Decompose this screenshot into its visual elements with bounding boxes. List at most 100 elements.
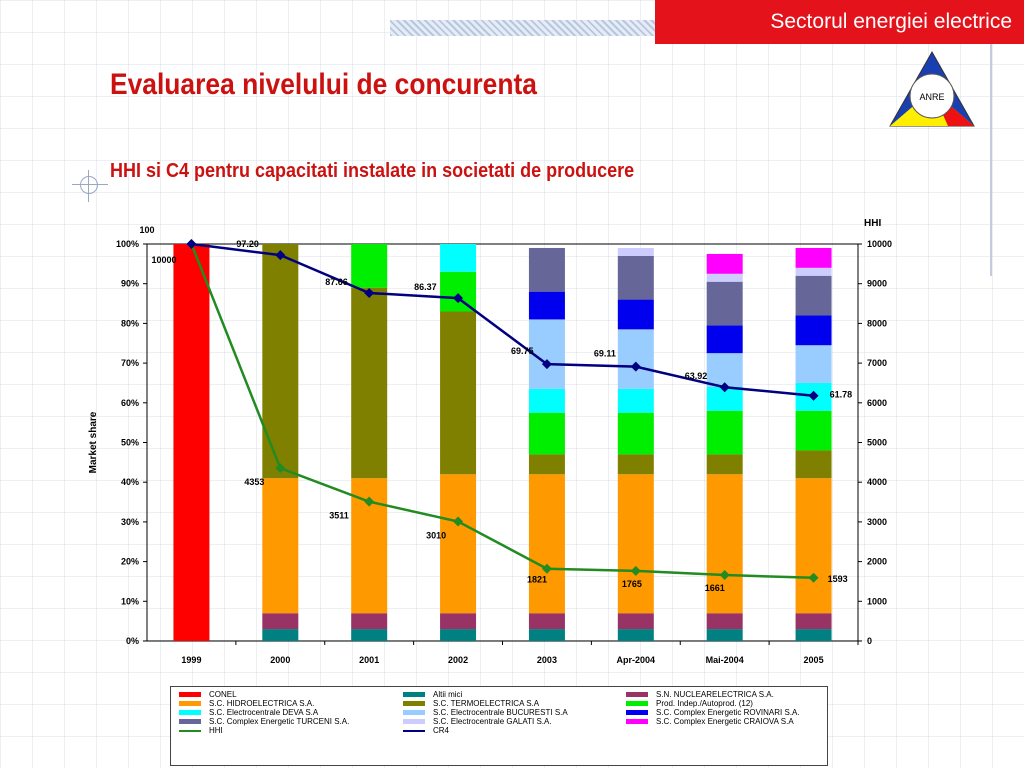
marker-hhi xyxy=(630,565,641,576)
bar-segment xyxy=(706,410,743,455)
y-tick-label: 40% xyxy=(121,477,139,487)
y-tick-label: 90% xyxy=(121,279,139,289)
plot-area xyxy=(146,243,859,642)
legend-entry: S.C. Electrocentrale GALATI S.A. xyxy=(433,717,552,726)
legend-swatch xyxy=(179,692,201,697)
y-tick-label: 70% xyxy=(121,358,139,368)
x-tick-label: 2005 xyxy=(804,655,824,665)
legend-swatch xyxy=(403,730,425,732)
marker-cr4 xyxy=(364,287,375,298)
bar-segment xyxy=(262,244,299,479)
line-cr4 xyxy=(191,242,814,397)
legend-swatch xyxy=(179,719,201,724)
page-title: Evaluarea nivelului de concurenta xyxy=(110,68,537,101)
legend-entry: Prod. Indep./Autoprod. (12) xyxy=(656,699,753,708)
bar-segment xyxy=(528,629,565,641)
marker-hhi xyxy=(719,570,730,581)
y2-tick-label: 3000 xyxy=(867,517,887,527)
bar-segment xyxy=(795,247,832,268)
legend-swatch xyxy=(179,730,201,732)
bar-segment xyxy=(706,613,743,630)
marker-cr4 xyxy=(186,239,197,249)
data-label-cr4: 86.37 xyxy=(414,282,437,292)
bar-segment xyxy=(617,474,654,614)
y-tick-label: 10% xyxy=(121,596,139,606)
y2-tick-label: 6000 xyxy=(867,398,887,408)
bar-segment xyxy=(706,629,743,641)
y-tick-label: 60% xyxy=(121,398,139,408)
decorative-divider xyxy=(990,44,992,276)
legend-entry: S.C. Complex Energetic ROVINARI S.A. xyxy=(656,708,800,717)
bar-segment xyxy=(706,474,743,614)
legend-entry: S.C. Complex Energetic TURCENI S.A. xyxy=(209,717,350,726)
data-label-hhi: 3010 xyxy=(426,531,446,541)
legend-swatch xyxy=(626,701,648,706)
bar-segment xyxy=(262,478,299,614)
data-label-hhi: 1765 xyxy=(622,579,642,589)
bar-segment xyxy=(617,329,654,389)
bar-segment xyxy=(528,412,565,455)
anre-logo: ANRE xyxy=(889,50,975,127)
legend-entry: S.C. HIDROELECTRICA S.A. xyxy=(209,699,315,708)
marker-cr4 xyxy=(275,250,286,261)
bar-segment xyxy=(795,315,832,346)
x-tick-label: 2000 xyxy=(270,655,290,665)
y2-tick-label: 2000 xyxy=(867,557,887,567)
bar-segment xyxy=(440,311,477,475)
bar-segment xyxy=(262,629,299,641)
legend-swatch xyxy=(626,719,648,724)
legend-entry: CR4 xyxy=(433,726,450,735)
bar-segment xyxy=(617,299,654,330)
x-tick-label: 2002 xyxy=(448,655,468,665)
data-label-cr4: 69.75 xyxy=(511,346,534,356)
bar-segment xyxy=(617,412,654,455)
y-tick-label: 50% xyxy=(121,438,139,448)
legend-swatch xyxy=(403,692,425,697)
marker-cr4 xyxy=(630,361,641,372)
bar-segment xyxy=(795,478,832,614)
legend-swatch xyxy=(403,710,425,715)
data-label-cr4: 69.11 xyxy=(594,349,616,359)
x-tick-label: 2003 xyxy=(537,655,557,665)
x-tick-label: 2001 xyxy=(359,655,379,665)
decorative-crosshair xyxy=(80,176,98,194)
data-label-hhi: 1661 xyxy=(705,583,725,593)
legend-swatch xyxy=(179,710,201,715)
x-tick-label: Mai-2004 xyxy=(706,655,744,665)
logo-text: ANRE xyxy=(919,92,944,102)
bar-segment xyxy=(528,388,565,413)
y2-tick-label: 0 xyxy=(867,636,872,646)
bar-segment xyxy=(617,613,654,630)
legend-entry: Altii mici xyxy=(433,690,463,699)
bar-segment xyxy=(617,388,654,413)
y-tick-label: 100% xyxy=(116,239,139,249)
x-tick-label: 1999 xyxy=(181,655,201,665)
data-label-hhi: 4353 xyxy=(244,477,264,487)
y-axis-label: Market share xyxy=(88,411,99,473)
bar-segment xyxy=(706,253,743,274)
legend-swatch xyxy=(403,701,425,706)
y-tick-label: 20% xyxy=(121,557,139,567)
legend-entry: S.C. Complex Energetic CRAIOVA S.A xyxy=(656,717,794,726)
bar-segment xyxy=(795,410,832,451)
legend-entry: S.C. Electrocentrale BUCURESTI S.A xyxy=(433,708,568,717)
data-label-hhi: 1593 xyxy=(828,574,848,584)
decorative-strip xyxy=(390,20,655,36)
y2-tick-label: 5000 xyxy=(867,438,887,448)
bar-segment xyxy=(440,271,477,312)
legend-entry: HHI xyxy=(209,726,223,735)
y-tick-label: 30% xyxy=(121,517,139,527)
bar-segment xyxy=(795,450,832,479)
bar-segment xyxy=(617,629,654,641)
legend-entry: CONEL xyxy=(209,690,237,699)
bar-segment xyxy=(706,325,743,354)
marker-cr4 xyxy=(719,382,730,393)
bar-segment xyxy=(351,613,388,630)
bar-segment xyxy=(528,247,565,292)
bar-segment xyxy=(617,255,654,300)
y2-axis-label: HHI xyxy=(864,218,881,229)
y2-tick-label: 9000 xyxy=(867,279,887,289)
y2-tick-label: 4000 xyxy=(867,477,887,487)
legend-entry: S.C. TERMOELECTRICA S.A xyxy=(433,699,540,708)
